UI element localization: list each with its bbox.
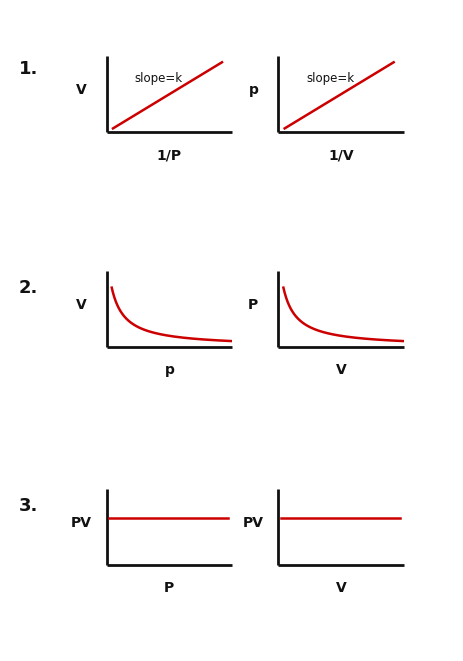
Text: 1.: 1. bbox=[19, 60, 38, 79]
Text: slope=k: slope=k bbox=[305, 73, 353, 85]
Text: V: V bbox=[335, 581, 346, 595]
Text: slope=k: slope=k bbox=[134, 73, 182, 85]
Text: V: V bbox=[335, 363, 346, 377]
Text: V: V bbox=[76, 83, 87, 97]
Text: P: P bbox=[164, 581, 174, 595]
Text: PV: PV bbox=[242, 516, 263, 530]
Text: 1/P: 1/P bbox=[156, 148, 181, 162]
Text: p: p bbox=[164, 363, 174, 377]
Text: PV: PV bbox=[71, 516, 92, 530]
Text: 1/V: 1/V bbox=[327, 148, 353, 162]
Text: 3.: 3. bbox=[19, 496, 38, 515]
Text: P: P bbox=[248, 298, 258, 312]
Text: p: p bbox=[248, 83, 258, 97]
Text: V: V bbox=[76, 298, 87, 312]
Text: 2.: 2. bbox=[19, 278, 38, 297]
